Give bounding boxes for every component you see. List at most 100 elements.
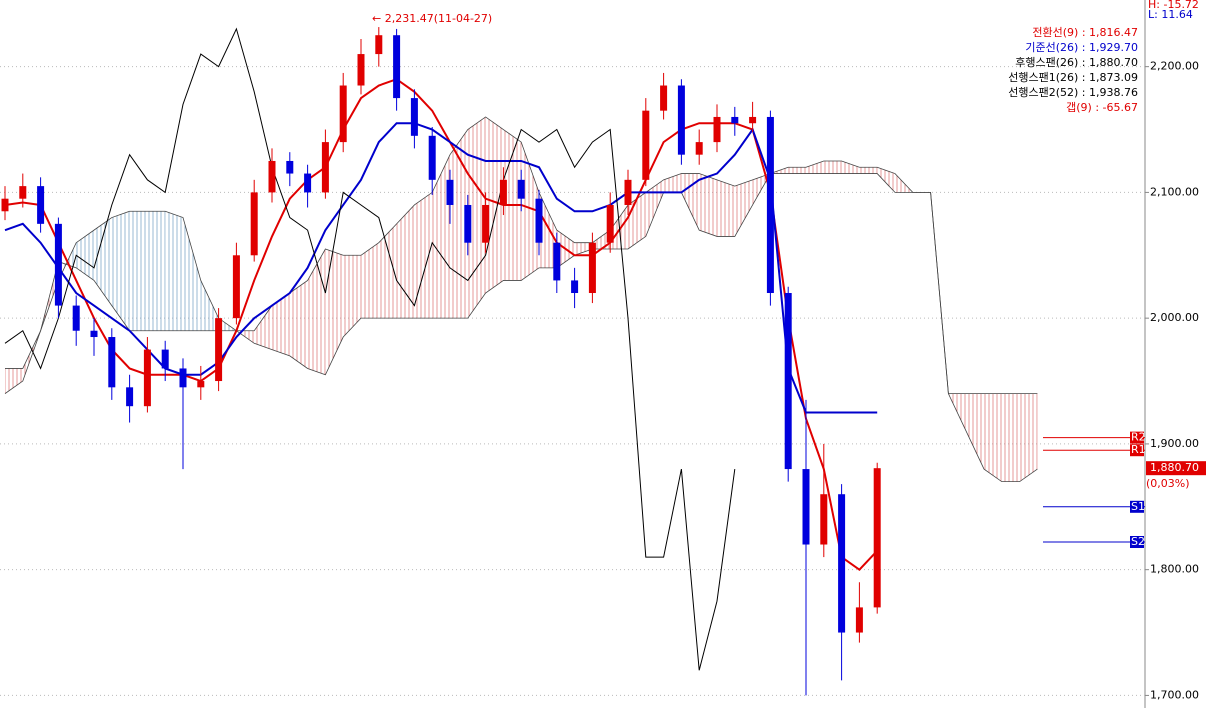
legend-entry: 갭(9) : -65.67 xyxy=(1066,101,1138,114)
y-tick-label: 2,100.00 xyxy=(1150,185,1199,198)
candle-body xyxy=(517,179,525,199)
candle-body xyxy=(143,349,151,407)
candle-body xyxy=(215,318,223,382)
level-badge xyxy=(1130,444,1144,457)
candle-body xyxy=(571,280,579,294)
level-label: S1 xyxy=(1131,500,1145,513)
candle-body xyxy=(197,381,205,388)
cloud-segment xyxy=(307,248,326,375)
candle-body xyxy=(588,242,596,294)
y-tick-label: 1,800.00 xyxy=(1150,563,1199,576)
legend-entry: 후행스팬(26) : 1,880.70 xyxy=(1015,56,1138,69)
candle-body xyxy=(357,54,365,86)
legend-entry: 전환선(9) : 1,816.47 xyxy=(1032,26,1138,39)
level-badge xyxy=(1130,536,1144,549)
level-badge xyxy=(1130,431,1144,444)
legend-entry: 선행스팬1(26) : 1,873.09 xyxy=(1008,71,1138,84)
candle-body xyxy=(464,204,472,243)
candle-body xyxy=(446,179,454,205)
cloud-segment xyxy=(717,179,735,237)
cloud-segment xyxy=(592,230,611,249)
cloud-segment xyxy=(574,242,593,256)
candle-body xyxy=(321,142,329,193)
level-label: S2 xyxy=(1131,535,1145,548)
cloud-segment xyxy=(984,393,1002,482)
price-change: (0,03%) xyxy=(1146,477,1190,490)
cloud-segment xyxy=(645,179,664,237)
candle-body xyxy=(375,35,383,55)
candle-body xyxy=(161,349,169,369)
candle-body xyxy=(606,204,614,243)
cloud-segment xyxy=(467,116,486,319)
candle-body xyxy=(642,110,650,180)
cloud-segment xyxy=(165,211,183,331)
cloud-segment xyxy=(378,223,397,319)
cloud-segment xyxy=(147,211,166,331)
candle-body xyxy=(179,368,187,388)
cloud-segment xyxy=(823,160,842,174)
cloud-segment xyxy=(200,280,219,331)
span-a-line xyxy=(5,116,1038,395)
cloud-segment xyxy=(966,393,984,470)
candle-body xyxy=(624,179,632,205)
level-label: R1 xyxy=(1131,443,1146,456)
cloud-segment xyxy=(76,230,94,281)
legend-entry: 기준선(26) : 1,929.70 xyxy=(1025,41,1138,54)
hl-label: H: -15.72 xyxy=(1148,0,1199,11)
candle-body xyxy=(855,607,863,633)
cloud-segment xyxy=(806,160,824,174)
candle-body xyxy=(784,293,792,470)
candle-body xyxy=(713,116,721,143)
candle-body xyxy=(72,305,80,331)
cloud-segment xyxy=(877,167,895,193)
cloud-segment xyxy=(5,368,23,394)
cloud-segment xyxy=(699,173,717,237)
cloud-segment xyxy=(129,211,148,331)
y-tick-label: 1,900.00 xyxy=(1150,437,1199,450)
cloud-segment xyxy=(1019,393,1038,482)
cloud-segment xyxy=(183,217,201,331)
y-tick-label: 1,700.00 xyxy=(1150,688,1199,701)
candle-body xyxy=(838,494,846,633)
legend-entry: 선행스팬2(52) : 1,938.76 xyxy=(1008,86,1138,99)
candle-body xyxy=(108,337,116,388)
candle-body xyxy=(250,192,258,256)
cloud-segment xyxy=(272,293,290,356)
y-tick-label: 2,000.00 xyxy=(1150,311,1199,324)
cloud-segment xyxy=(788,167,806,174)
cloud-segment xyxy=(539,192,557,268)
candle-body xyxy=(677,85,685,155)
hl-label: L: 11.64 xyxy=(1148,8,1193,21)
cloud-segment xyxy=(111,211,130,331)
candle-body xyxy=(802,469,810,545)
candle-body xyxy=(339,85,347,143)
cloud-segment xyxy=(1001,393,1020,482)
level-badge xyxy=(1130,500,1144,513)
cloud-segment xyxy=(521,142,539,281)
candle-body xyxy=(695,142,703,155)
overlay-line xyxy=(4,27,736,671)
cloud-segment xyxy=(289,280,308,369)
candle-body xyxy=(820,494,828,545)
y-tick-label: 2,200.00 xyxy=(1150,60,1199,73)
candle-body xyxy=(553,242,561,281)
candle-body xyxy=(232,255,240,319)
candle-body xyxy=(482,204,490,243)
candle-body xyxy=(428,135,436,180)
price-tag-label: 1,880.70 xyxy=(1150,461,1199,474)
price-tag xyxy=(1146,461,1206,476)
candle-body xyxy=(304,173,312,193)
span-b-line xyxy=(4,173,1038,483)
candle-body xyxy=(126,387,134,407)
candle-body xyxy=(873,468,881,608)
candle-body xyxy=(393,35,401,99)
cloud-segment xyxy=(681,173,700,231)
candle-body xyxy=(660,85,668,111)
candle-body xyxy=(535,198,543,243)
cloud-segment xyxy=(361,242,379,319)
cloud-segment xyxy=(325,248,344,375)
cloud-segment xyxy=(94,217,112,306)
candle-body xyxy=(19,186,27,199)
